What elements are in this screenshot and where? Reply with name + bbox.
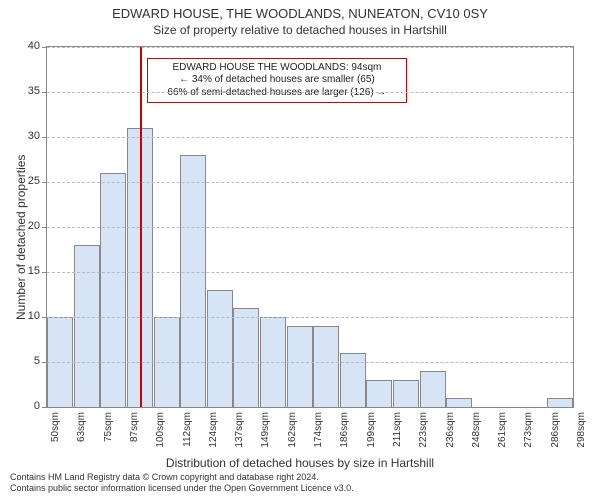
histogram-bar (180, 155, 206, 407)
histogram-bar (207, 290, 233, 407)
y-tick-label: 35 (14, 85, 40, 97)
y-tick-label: 0 (14, 400, 40, 412)
y-tick-label: 15 (14, 265, 40, 277)
x-tick-label: 162sqm (287, 412, 298, 456)
chart-title-main: EDWARD HOUSE, THE WOODLANDS, NUNEATON, C… (0, 6, 600, 21)
annotation-line-1: EDWARD HOUSE THE WOODLANDS: 94sqm (153, 62, 401, 75)
x-tick-label: 149sqm (260, 412, 271, 456)
y-tick-mark (42, 317, 47, 318)
y-tick-mark (42, 272, 47, 273)
x-axis-title: Distribution of detached houses by size … (0, 456, 600, 470)
gridline (47, 362, 573, 363)
histogram-bar (287, 326, 313, 407)
y-tick-label: 30 (14, 130, 40, 142)
gridline (47, 47, 573, 48)
x-tick-label: 211sqm (392, 412, 403, 456)
histogram-bar (366, 380, 392, 407)
x-tick-label: 261sqm (497, 412, 508, 456)
histogram-bar (74, 245, 100, 407)
histogram-bar (446, 398, 472, 407)
plot-area: EDWARD HOUSE THE WOODLANDS: 94sqm ← 34% … (46, 46, 574, 408)
y-tick-label: 10 (14, 310, 40, 322)
x-tick-label: 199sqm (366, 412, 377, 456)
y-tick-label: 40 (14, 40, 40, 52)
gridline (47, 92, 573, 93)
x-tick-label: 273sqm (523, 412, 534, 456)
gridline (47, 317, 573, 318)
footer-line-2: Contains public sector information licen… (10, 483, 354, 494)
x-tick-label: 186sqm (339, 412, 350, 456)
gridline (47, 272, 573, 273)
x-tick-label: 50sqm (50, 412, 61, 456)
x-tick-label: 223sqm (418, 412, 429, 456)
x-tick-label: 137sqm (234, 412, 245, 456)
x-tick-label: 124sqm (208, 412, 219, 456)
chart-footer: Contains HM Land Registry data © Crown c… (10, 472, 354, 495)
y-tick-label: 20 (14, 220, 40, 232)
x-tick-label: 286sqm (550, 412, 561, 456)
y-tick-mark (42, 407, 47, 408)
y-tick-mark (42, 137, 47, 138)
annotation-line-3: 66% of semi-detached houses are larger (… (153, 87, 401, 100)
gridline (47, 137, 573, 138)
histogram-bar (393, 380, 419, 407)
x-tick-label: 248sqm (471, 412, 482, 456)
histogram-bar (233, 308, 259, 407)
histogram-bar (100, 173, 126, 407)
gridline (47, 227, 573, 228)
histogram-bar (547, 398, 573, 407)
x-tick-label: 236sqm (445, 412, 456, 456)
y-tick-mark (42, 92, 47, 93)
x-tick-label: 298sqm (576, 412, 587, 456)
x-tick-label: 63sqm (76, 412, 87, 456)
y-tick-mark (42, 362, 47, 363)
histogram-bar (313, 326, 339, 407)
y-tick-label: 5 (14, 355, 40, 367)
y-tick-mark (42, 182, 47, 183)
annotation-box: EDWARD HOUSE THE WOODLANDS: 94sqm ← 34% … (147, 58, 407, 104)
annotation-line-2: ← 34% of detached houses are smaller (65… (153, 74, 401, 87)
x-tick-label: 87sqm (129, 412, 140, 456)
y-tick-mark (42, 47, 47, 48)
property-size-chart: EDWARD HOUSE, THE WOODLANDS, NUNEATON, C… (0, 0, 600, 500)
chart-title-sub: Size of property relative to detached ho… (0, 23, 600, 37)
x-tick-label: 100sqm (155, 412, 166, 456)
footer-line-1: Contains HM Land Registry data © Crown c… (10, 472, 354, 483)
x-tick-label: 112sqm (182, 412, 193, 456)
y-tick-mark (42, 227, 47, 228)
gridline (47, 182, 573, 183)
y-tick-label: 25 (14, 175, 40, 187)
histogram-bar (420, 371, 446, 407)
x-tick-label: 174sqm (313, 412, 324, 456)
x-tick-label: 75sqm (103, 412, 114, 456)
